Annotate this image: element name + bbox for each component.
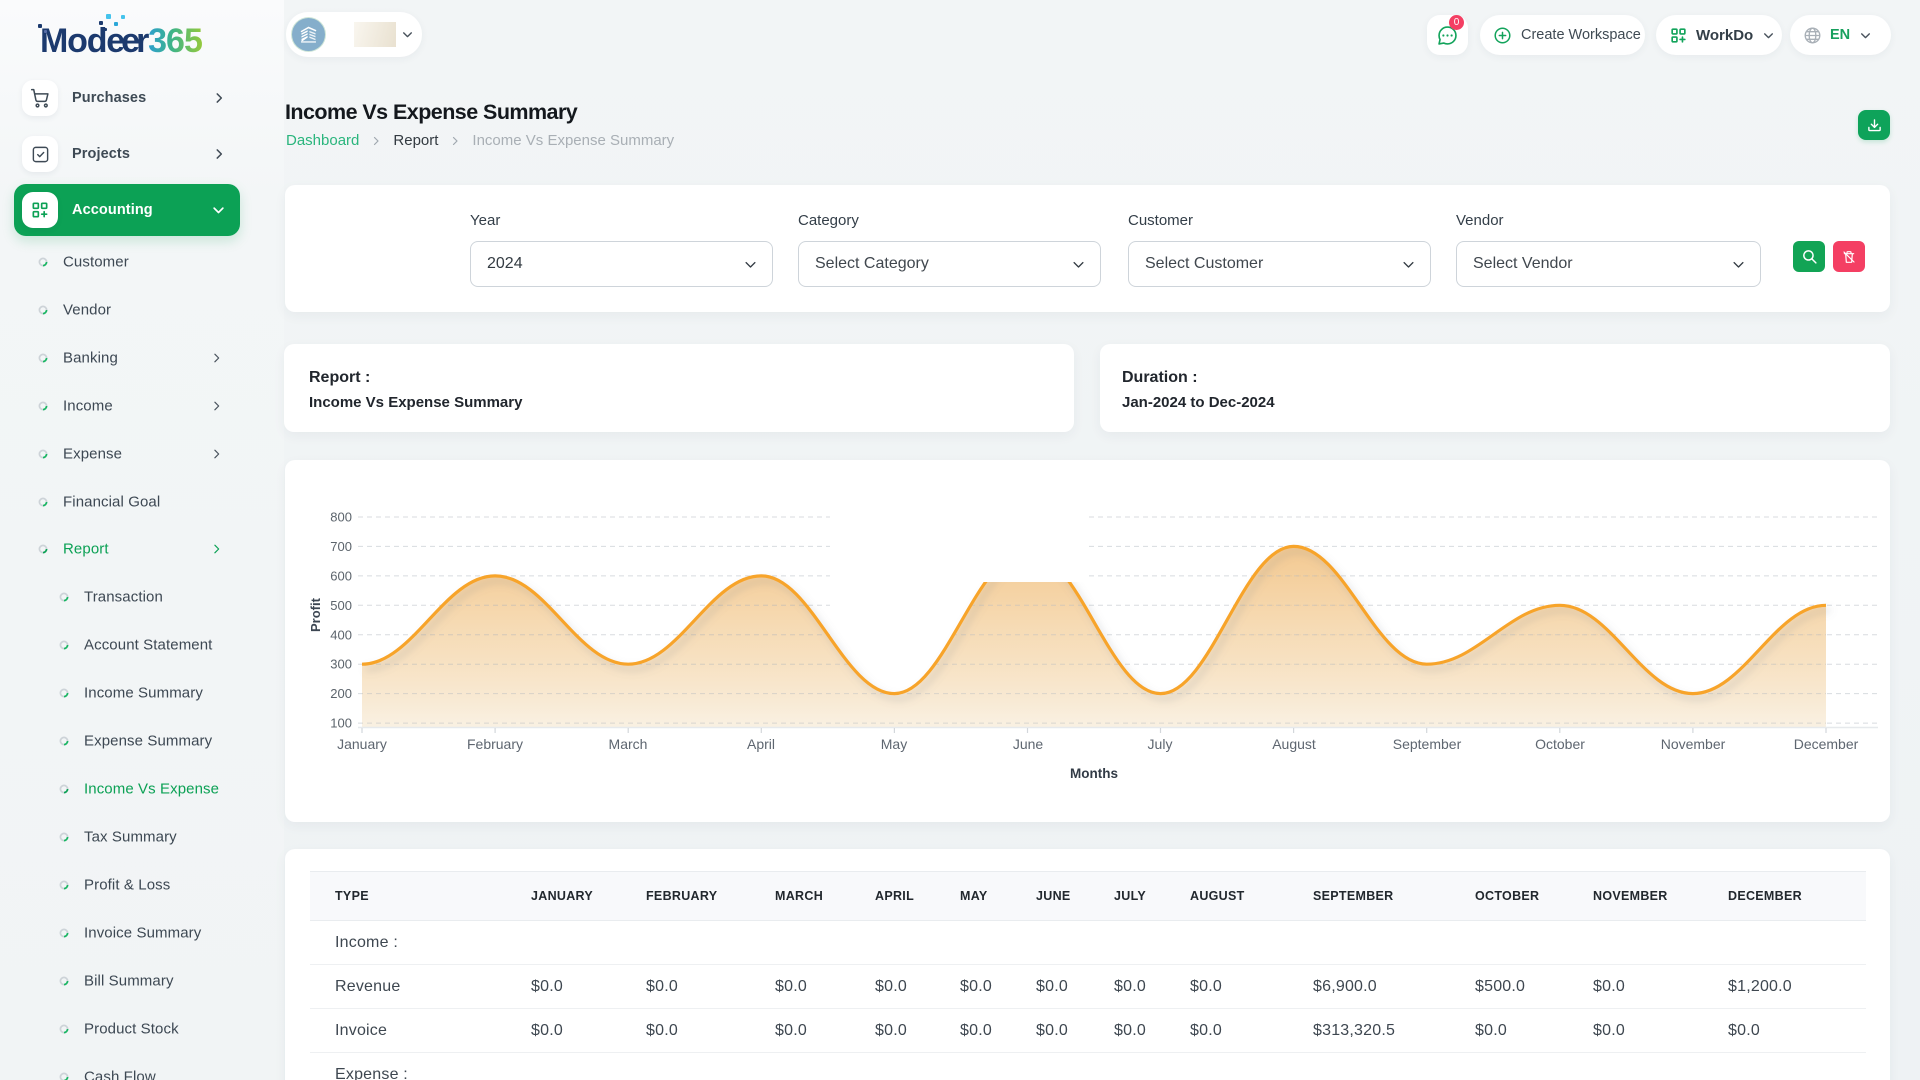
svg-text:August: August <box>1272 736 1316 752</box>
svg-text:Months: Months <box>1070 766 1118 781</box>
svg-text:September: September <box>1393 736 1462 752</box>
svg-text:July: July <box>1148 736 1173 752</box>
svg-text:700: 700 <box>330 539 352 554</box>
svg-text:500: 500 <box>330 598 352 613</box>
svg-text:April: April <box>747 736 775 752</box>
svg-text:Profit: Profit <box>308 597 323 632</box>
svg-text:March: March <box>609 736 648 752</box>
svg-text:December: December <box>1794 736 1859 752</box>
svg-text:May: May <box>881 736 907 752</box>
svg-text:800: 800 <box>330 510 352 525</box>
svg-text:October: October <box>1535 736 1585 752</box>
svg-text:February: February <box>467 736 523 752</box>
svg-text:200: 200 <box>330 686 352 701</box>
svg-text:600: 600 <box>330 568 352 583</box>
svg-text:100: 100 <box>330 716 352 731</box>
svg-text:300: 300 <box>330 657 352 672</box>
svg-text:400: 400 <box>330 627 352 642</box>
svg-text:June: June <box>1013 736 1044 752</box>
svg-text:January: January <box>337 736 387 752</box>
svg-text:November: November <box>1661 736 1726 752</box>
